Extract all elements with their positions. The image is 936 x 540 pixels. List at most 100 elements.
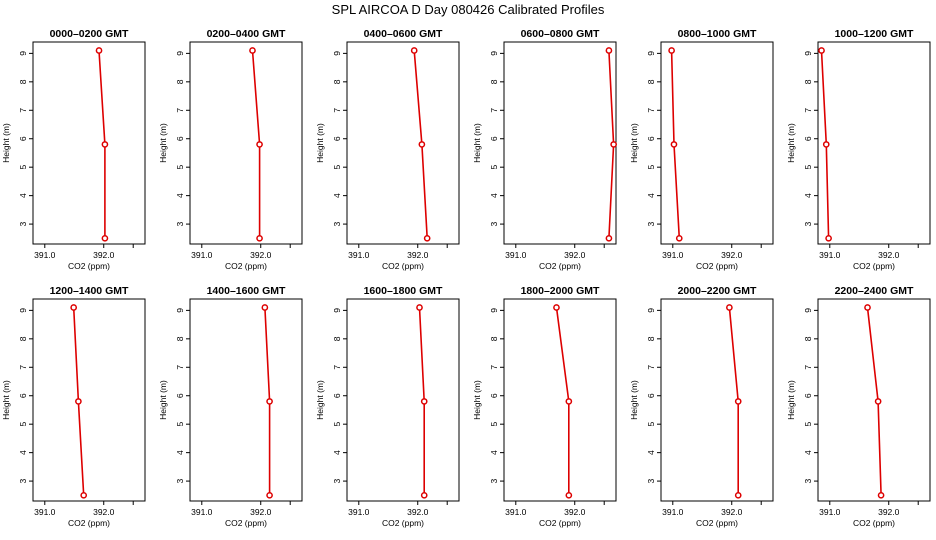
x-axis-label: CO2 (ppm) bbox=[853, 261, 895, 271]
y-tick-label: 9 bbox=[332, 51, 342, 56]
y-tick-label: 4 bbox=[175, 450, 185, 455]
x-tick-label: 391.0 bbox=[505, 250, 527, 260]
x-tick-label: 392.0 bbox=[721, 507, 743, 517]
y-tick-label: 3 bbox=[18, 221, 28, 226]
y-tick-label: 6 bbox=[803, 136, 813, 141]
y-tick-label: 3 bbox=[803, 478, 813, 483]
y-tick-label: 3 bbox=[332, 478, 342, 483]
x-tick-label: 392.0 bbox=[721, 250, 743, 260]
data-point bbox=[420, 398, 428, 405]
y-tick-label: 9 bbox=[646, 51, 656, 56]
y-tick-label: 7 bbox=[332, 108, 342, 113]
y-tick-label: 5 bbox=[489, 165, 499, 170]
y-tick-label: 9 bbox=[803, 51, 813, 56]
y-tick-label: 9 bbox=[332, 308, 342, 313]
y-tick-label: 8 bbox=[18, 79, 28, 84]
y-tick-label: 5 bbox=[332, 422, 342, 427]
y-tick-label: 4 bbox=[489, 450, 499, 455]
y-tick-label: 9 bbox=[803, 308, 813, 313]
panel-title: 0800–1000 GMT bbox=[678, 28, 757, 40]
plot-frame bbox=[32, 298, 146, 502]
x-axis-label: CO2 (ppm) bbox=[539, 261, 581, 271]
data-point bbox=[726, 304, 733, 311]
y-tick-label: 3 bbox=[175, 478, 185, 483]
y-tick-label: 4 bbox=[18, 193, 28, 198]
panel-title: 0400–0600 GMT bbox=[364, 28, 443, 40]
figure-title: SPL AIRCOA D Day 080426 Calibrated Profi… bbox=[332, 2, 605, 17]
y-tick-label: 5 bbox=[18, 165, 28, 170]
x-tick-label: 392.0 bbox=[407, 250, 429, 260]
data-point bbox=[261, 304, 269, 311]
plot-frame bbox=[660, 298, 774, 502]
y-tick-label: 7 bbox=[489, 108, 499, 113]
data-point bbox=[70, 304, 78, 311]
data-point bbox=[101, 234, 109, 242]
y-tick-label: 9 bbox=[489, 51, 499, 56]
y-tick-label: 8 bbox=[489, 79, 499, 84]
y-tick-label: 4 bbox=[803, 450, 813, 455]
x-axis-label: CO2 (ppm) bbox=[696, 518, 738, 528]
y-axis-label: Height (m) bbox=[1, 123, 11, 163]
y-tick-label: 5 bbox=[803, 422, 813, 427]
y-tick-label: 8 bbox=[803, 336, 813, 341]
y-tick-label: 8 bbox=[332, 79, 342, 84]
y-tick-label: 4 bbox=[18, 450, 28, 455]
y-tick-label: 3 bbox=[646, 478, 656, 483]
x-tick-label: 391.0 bbox=[191, 250, 213, 260]
x-tick-label: 391.0 bbox=[505, 507, 527, 517]
panel-title: 2000–2200 GMT bbox=[678, 285, 757, 297]
y-tick-label: 8 bbox=[18, 336, 28, 341]
y-tick-label: 5 bbox=[18, 422, 28, 427]
y-tick-label: 9 bbox=[18, 51, 28, 56]
data-point bbox=[825, 234, 832, 242]
data-point bbox=[420, 491, 428, 499]
panel-title: 2200–2400 GMT bbox=[835, 285, 914, 297]
x-tick-label: 392.0 bbox=[564, 507, 586, 517]
x-tick-label: 392.0 bbox=[250, 507, 272, 517]
y-tick-label: 8 bbox=[489, 336, 499, 341]
y-tick-label: 6 bbox=[646, 136, 656, 141]
panel-title: 1200–1400 GMT bbox=[50, 285, 129, 297]
y-tick-label: 3 bbox=[489, 478, 499, 483]
y-tick-label: 9 bbox=[489, 308, 499, 313]
data-point bbox=[818, 47, 825, 54]
y-tick-label: 5 bbox=[489, 422, 499, 427]
x-tick-label: 391.0 bbox=[191, 507, 213, 517]
y-tick-label: 5 bbox=[332, 165, 342, 170]
data-point bbox=[874, 398, 882, 405]
y-tick-label: 4 bbox=[175, 193, 185, 198]
data-point bbox=[256, 234, 263, 242]
y-tick-label: 7 bbox=[803, 365, 813, 370]
x-tick-label: 392.0 bbox=[93, 250, 115, 260]
data-point bbox=[734, 491, 742, 499]
data-point bbox=[565, 491, 573, 499]
y-tick-label: 7 bbox=[332, 365, 342, 370]
y-tick-label: 3 bbox=[646, 221, 656, 226]
data-point bbox=[249, 47, 256, 54]
y-tick-label: 5 bbox=[175, 422, 185, 427]
plot-frame bbox=[660, 41, 774, 245]
y-tick-label: 4 bbox=[646, 193, 656, 198]
panel-title: 0200–0400 GMT bbox=[207, 28, 286, 40]
x-tick-label: 392.0 bbox=[250, 250, 272, 260]
y-tick-label: 8 bbox=[175, 336, 185, 341]
data-point bbox=[864, 304, 871, 311]
x-tick-label: 391.0 bbox=[662, 250, 684, 260]
x-axis-label: CO2 (ppm) bbox=[696, 261, 738, 271]
panel-title: 0000–0200 GMT bbox=[50, 28, 129, 40]
plot-frame bbox=[503, 41, 617, 245]
y-tick-label: 8 bbox=[175, 79, 185, 84]
data-point bbox=[80, 491, 88, 499]
x-tick-label: 392.0 bbox=[407, 507, 429, 517]
data-point bbox=[610, 141, 617, 148]
x-axis-label: CO2 (ppm) bbox=[68, 261, 110, 271]
plot-frame bbox=[346, 298, 460, 502]
data-point bbox=[565, 398, 573, 405]
data-point bbox=[416, 304, 423, 311]
y-tick-label: 4 bbox=[332, 193, 342, 198]
data-point bbox=[877, 491, 885, 499]
y-tick-label: 9 bbox=[175, 51, 185, 56]
data-point bbox=[670, 141, 678, 148]
y-axis-label: Height (m) bbox=[472, 380, 482, 420]
y-axis-label: Height (m) bbox=[786, 380, 796, 420]
